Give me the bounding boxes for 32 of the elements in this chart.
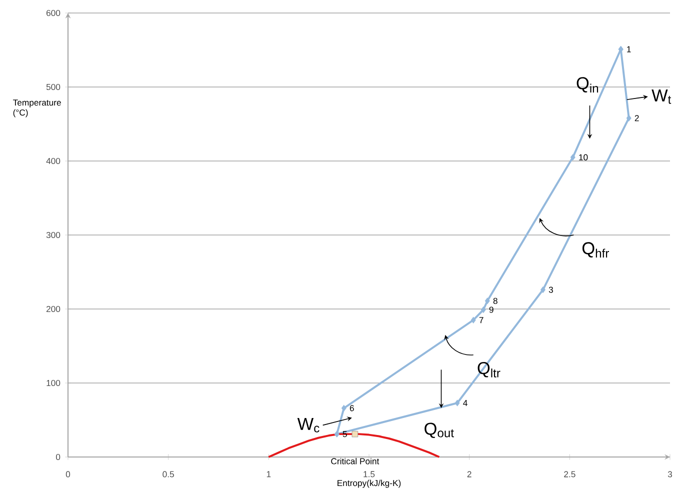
x-tick-label: 2 — [467, 471, 472, 478]
text: Critical Point — [331, 458, 380, 464]
x-tick-label: 1 — [266, 471, 271, 478]
y-tick-label: 100 — [46, 380, 60, 386]
annotation: 4 — [463, 400, 468, 406]
x-tick-label: 0 — [66, 471, 70, 478]
annotation: Q$_{hfr}$ — [582, 242, 610, 258]
y-tick-label: 500 — [46, 84, 60, 90]
annotation: 6 — [350, 405, 354, 412]
annotation: 2 — [634, 115, 639, 122]
x-tick-label: 2.5 — [564, 471, 576, 478]
x-tick-label: 0.5 — [162, 471, 174, 478]
annotation: 7 — [479, 317, 484, 324]
x-tick-label: 1.5 — [364, 471, 375, 478]
y-tick-label: 0 — [56, 454, 60, 460]
y-axis-title: Temperature (°C) — [13, 100, 61, 118]
y-tick-label: 300 — [46, 232, 60, 238]
annotation: W$_{c}$ — [297, 418, 320, 432]
annotation: Q$_{ltr}$ — [478, 362, 500, 378]
annotation: Q$_{out}$ — [424, 422, 454, 438]
annotation: 9 — [489, 306, 494, 313]
y-tick-label: 200 — [46, 306, 60, 312]
annotation: Q$_{in}$ — [576, 77, 598, 92]
annotation: 1 — [627, 46, 631, 52]
y-tick-label: 600 — [46, 10, 60, 16]
annotation: W$_{t}$ — [652, 89, 672, 104]
x-axis-title: Entropy(kJ/kg-K) — [338, 480, 401, 488]
y-tick-label: 400 — [46, 158, 60, 164]
annotation: 3 — [548, 286, 553, 293]
x-tick-label: 3 — [668, 471, 672, 478]
annotation: 10 — [579, 154, 588, 160]
annotation: 8 — [493, 298, 498, 304]
